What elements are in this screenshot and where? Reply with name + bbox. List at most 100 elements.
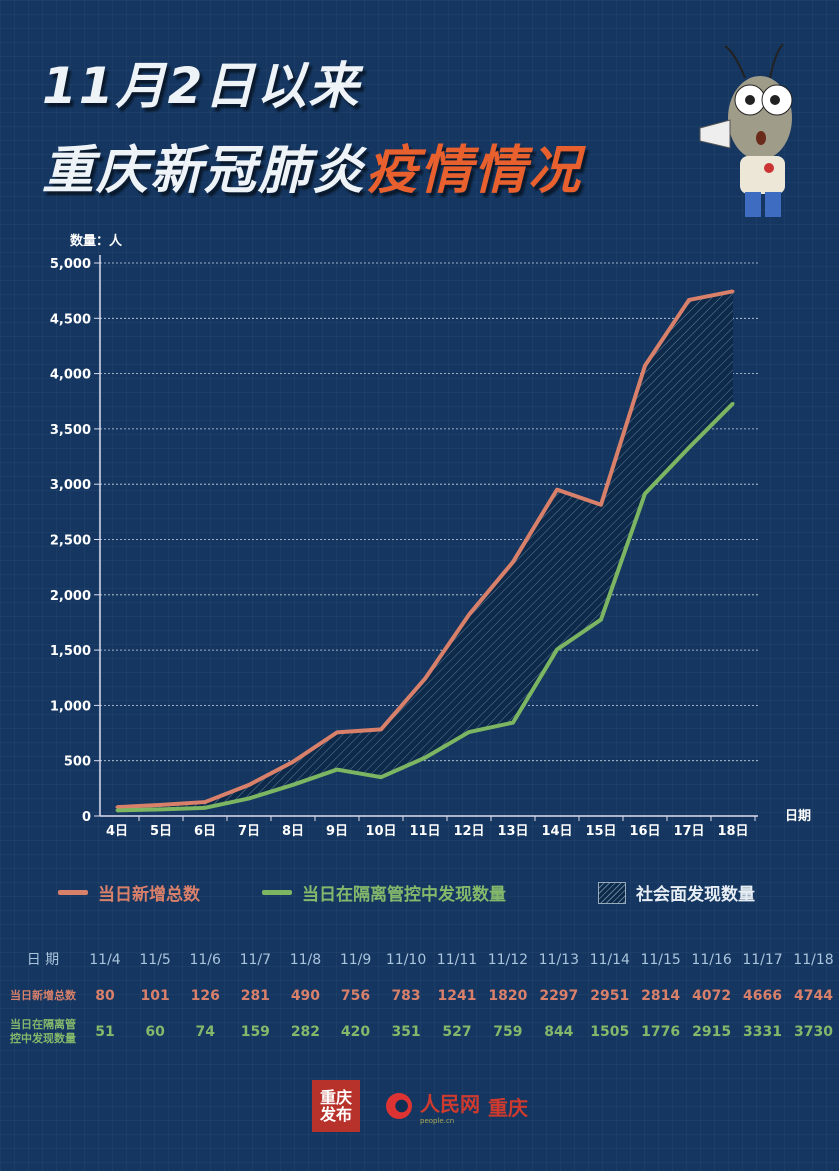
legend-swatch-isolated xyxy=(262,890,292,895)
point-isolated xyxy=(555,648,559,652)
point-total xyxy=(687,298,691,302)
x-tick-label: 9日 xyxy=(326,824,348,839)
table-date: 11/5 xyxy=(139,952,171,968)
title-main: 重庆新冠肺炎 xyxy=(42,141,367,201)
row-label-isolated: 当日在隔离管控中发现数量 xyxy=(9,1018,76,1045)
people-cn-city: 重庆 xyxy=(488,1095,528,1120)
community-area xyxy=(117,291,733,811)
table-cell-total: 2814 xyxy=(641,988,681,1004)
x-tick-label: 11日 xyxy=(409,824,440,839)
x-tick-label: 4日 xyxy=(106,824,128,839)
point-total xyxy=(379,727,383,731)
point-isolated xyxy=(203,806,207,810)
table-cell-total: 2951 xyxy=(590,988,630,1004)
point-isolated xyxy=(467,730,471,734)
table-date: 11/15 xyxy=(640,952,681,968)
legend-label-total: 当日新增总数 xyxy=(98,885,200,905)
table-cell-isolated: 282 xyxy=(290,1024,321,1040)
x-tick-label: 7日 xyxy=(238,824,260,839)
point-total xyxy=(643,364,647,368)
table-cell-total: 80 xyxy=(95,988,115,1004)
y-tick-label: 500 xyxy=(64,755,91,770)
mascot-illustration xyxy=(699,43,793,217)
title-line1: 11月2日以来 xyxy=(42,57,361,115)
footer-logos: 重庆 发布 人民网 people.cn 重庆 xyxy=(312,1080,528,1132)
table-date: 11/14 xyxy=(589,952,630,968)
point-isolated xyxy=(599,618,603,622)
table-date: 11/8 xyxy=(289,952,322,968)
point-isolated xyxy=(423,756,427,760)
table-cell-total: 2297 xyxy=(539,988,579,1004)
point-total xyxy=(115,805,119,809)
title-line2: 重庆新冠肺炎疫情情况 xyxy=(42,128,582,203)
table-cell-isolated: 527 xyxy=(442,1024,472,1040)
x-tick-label: 16日 xyxy=(629,824,660,839)
people-cn-icon xyxy=(386,1093,412,1119)
y-tick-label: 2,000 xyxy=(50,589,91,604)
table-cell-isolated: 51 xyxy=(95,1024,115,1040)
point-total xyxy=(423,677,427,681)
point-total xyxy=(335,730,339,734)
point-isolated xyxy=(335,768,339,772)
point-total xyxy=(599,503,603,507)
y-axis-label: 数量：人 xyxy=(70,233,123,249)
y-tick-label: 2,500 xyxy=(50,534,91,549)
x-tick-label: 8日 xyxy=(282,824,304,839)
point-isolated xyxy=(291,783,295,787)
y-tick-label: 3,500 xyxy=(50,423,91,438)
y-tick-label: 4,000 xyxy=(50,368,91,383)
table-header-label: 日 期 xyxy=(26,952,60,968)
point-isolated xyxy=(159,807,163,811)
table-cell-total: 4666 xyxy=(743,988,782,1004)
table-cell-isolated: 3730 xyxy=(794,1024,833,1040)
y-tick-label: 1,500 xyxy=(50,644,91,659)
table-date: 11/7 xyxy=(239,952,272,968)
point-total xyxy=(291,760,295,764)
line-chart: 0 500 1,000 1,500 2,000 2,500 3,000 3,500 4,000 4… xyxy=(50,233,811,839)
table-cell-isolated: 420 xyxy=(340,1024,371,1040)
x-tick-label: 18日 xyxy=(717,824,748,839)
point-isolated xyxy=(643,492,647,496)
point-isolated xyxy=(379,775,383,779)
x-tick-label: 6日 xyxy=(194,824,216,839)
point-total xyxy=(731,289,735,293)
x-tick-label: 13日 xyxy=(497,824,528,839)
table-date: 11/6 xyxy=(189,952,221,968)
chongqing-release-logo: 重庆 发布 xyxy=(312,1080,360,1132)
table-cell-isolated: 60 xyxy=(145,1024,165,1040)
point-total xyxy=(511,560,515,564)
table-cell-total: 101 xyxy=(140,988,170,1004)
table-date: 11/12 xyxy=(487,952,529,968)
table-date: 11/11 xyxy=(436,952,478,968)
point-total xyxy=(467,613,471,617)
legend-swatch-total xyxy=(58,890,88,895)
legend-label-community: 社会面发现数量 xyxy=(636,885,755,905)
table-cell-isolated: 2915 xyxy=(692,1024,732,1040)
legend-community: 社会面发现数量 xyxy=(598,880,755,905)
table-cell-total: 4072 xyxy=(692,988,732,1004)
point-isolated xyxy=(115,808,119,812)
table-cell-total: 126 xyxy=(190,988,220,1004)
table-cell-total: 1820 xyxy=(488,988,528,1004)
people-cn-text: 人民网 xyxy=(420,1091,480,1116)
table-date: 11/16 xyxy=(691,952,732,968)
people-cn-url: people.cn xyxy=(420,1116,455,1125)
point-total xyxy=(555,488,559,492)
legend-isolated: 当日在隔离管控中发现数量 xyxy=(262,880,506,905)
people-cn-logo: 人民网 people.cn 重庆 xyxy=(386,1088,528,1125)
table-cell-total: 1241 xyxy=(437,988,477,1004)
data-table: 日 期 11/4 11/5 11/6 11/7 11/8 11/9 11/10 11/11 11/… xyxy=(6,942,839,1050)
table-date: 11/17 xyxy=(742,952,783,968)
title-highlight: 疫情情况 xyxy=(366,141,583,201)
point-total xyxy=(159,803,163,807)
table-cell-total: 783 xyxy=(391,988,421,1004)
y-tick-label: 5,000 xyxy=(50,257,91,272)
table-cell-isolated: 1776 xyxy=(641,1024,681,1040)
point-isolated xyxy=(247,796,251,800)
table-cell-isolated: 1505 xyxy=(590,1024,630,1040)
legend-swatch-community xyxy=(598,881,626,904)
y-tick-label: 0 xyxy=(82,810,91,825)
table-date: 11/13 xyxy=(538,952,579,968)
x-tick-label: 14日 xyxy=(541,824,572,839)
